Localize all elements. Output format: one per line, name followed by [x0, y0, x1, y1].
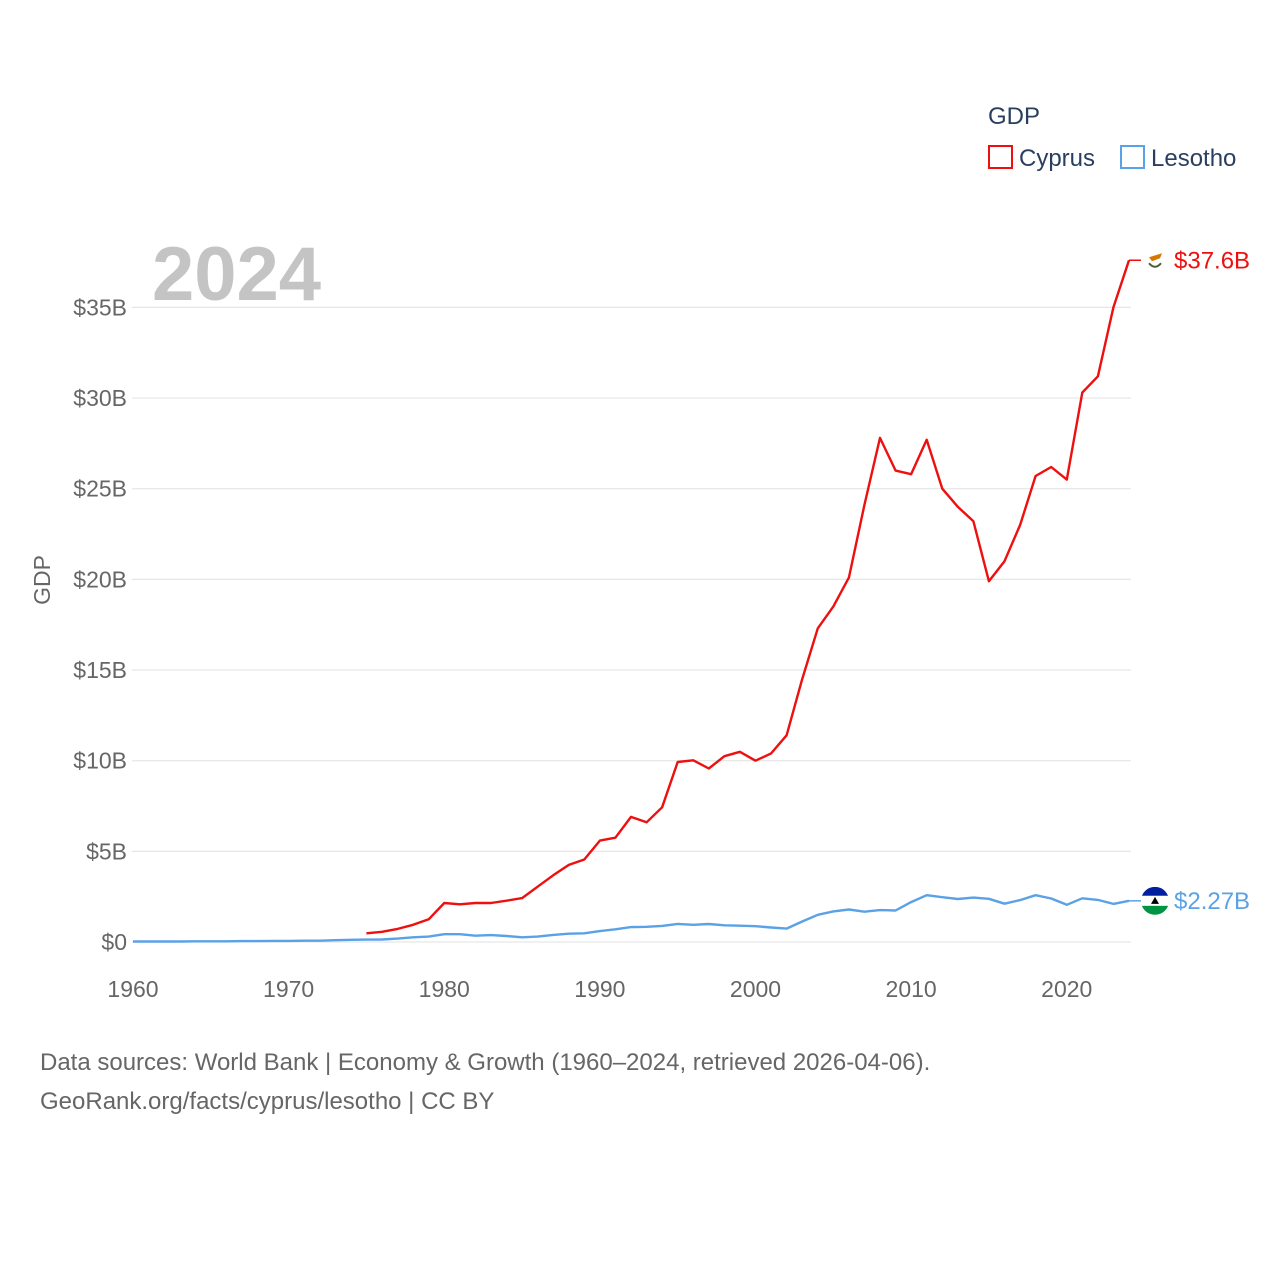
y-tick-label: $5B: [86, 838, 127, 864]
x-tick-label: 1970: [263, 976, 314, 1002]
y-tick-label: $0: [101, 929, 127, 955]
series-line-cyprus: [366, 259, 1131, 935]
end-value-label-lesotho: $2.27B: [1174, 888, 1250, 915]
footer-link[interactable]: GeoRank.org/facts/cyprus/lesotho | CC BY: [40, 1088, 495, 1115]
x-tick-label: 2000: [730, 976, 781, 1002]
end-markers: $37.6B $2.27B: [1129, 247, 1250, 915]
x-tick-label: 1960: [107, 976, 158, 1002]
legend-item-lesotho[interactable]: Lesotho: [1120, 145, 1236, 172]
end-value-label-cyprus: $37.6B: [1174, 247, 1250, 274]
x-axis-ticks: 1960 1970 1980 1990 2000 2010 2020: [107, 976, 1092, 1002]
y-axis-title: GDP: [29, 555, 55, 605]
series-lines: [133, 259, 1131, 943]
x-tick-label: 1990: [574, 976, 625, 1002]
lesotho-flag-icon: [1141, 886, 1169, 915]
x-tick-label: 2010: [886, 976, 937, 1002]
legend-label-lesotho: Lesotho: [1151, 145, 1236, 172]
line-chart: 2024 $0$5B$10B$15B$20B$25B$30B$35B 1960 1…: [29, 103, 1250, 1002]
x-tick-label: 1980: [419, 976, 470, 1002]
cyprus-flag-icon: [1143, 248, 1167, 273]
legend-item-cyprus[interactable]: Cyprus: [988, 145, 1095, 172]
legend-title: GDP: [988, 103, 1040, 130]
y-tick-label: $25B: [73, 476, 127, 502]
y-tick-label: $30B: [73, 385, 127, 411]
y-axis-ticks: $0 $5B $10B $15B $20B $25B $30B $35B: [73, 294, 127, 955]
footer: Data sources: World Bank | Economy & Gro…: [40, 1043, 930, 1121]
footer-sources: Data sources: World Bank | Economy & Gro…: [40, 1049, 931, 1076]
series-line-lesotho: [133, 894, 1130, 943]
gridlines: [132, 306, 1131, 943]
legend-swatch-cyprus: [988, 145, 1013, 169]
legend: GDP Cyprus Lesotho: [988, 103, 1236, 172]
y-tick-label: $10B: [73, 748, 127, 774]
year-watermark: 2024: [152, 232, 321, 317]
legend-swatch-lesotho: [1120, 145, 1145, 169]
y-tick-label: $35B: [73, 294, 127, 320]
y-tick-label: $15B: [73, 657, 127, 683]
x-tick-label: 2020: [1041, 976, 1092, 1002]
y-tick-label: $20B: [73, 566, 127, 592]
legend-label-cyprus: Cyprus: [1019, 145, 1095, 172]
